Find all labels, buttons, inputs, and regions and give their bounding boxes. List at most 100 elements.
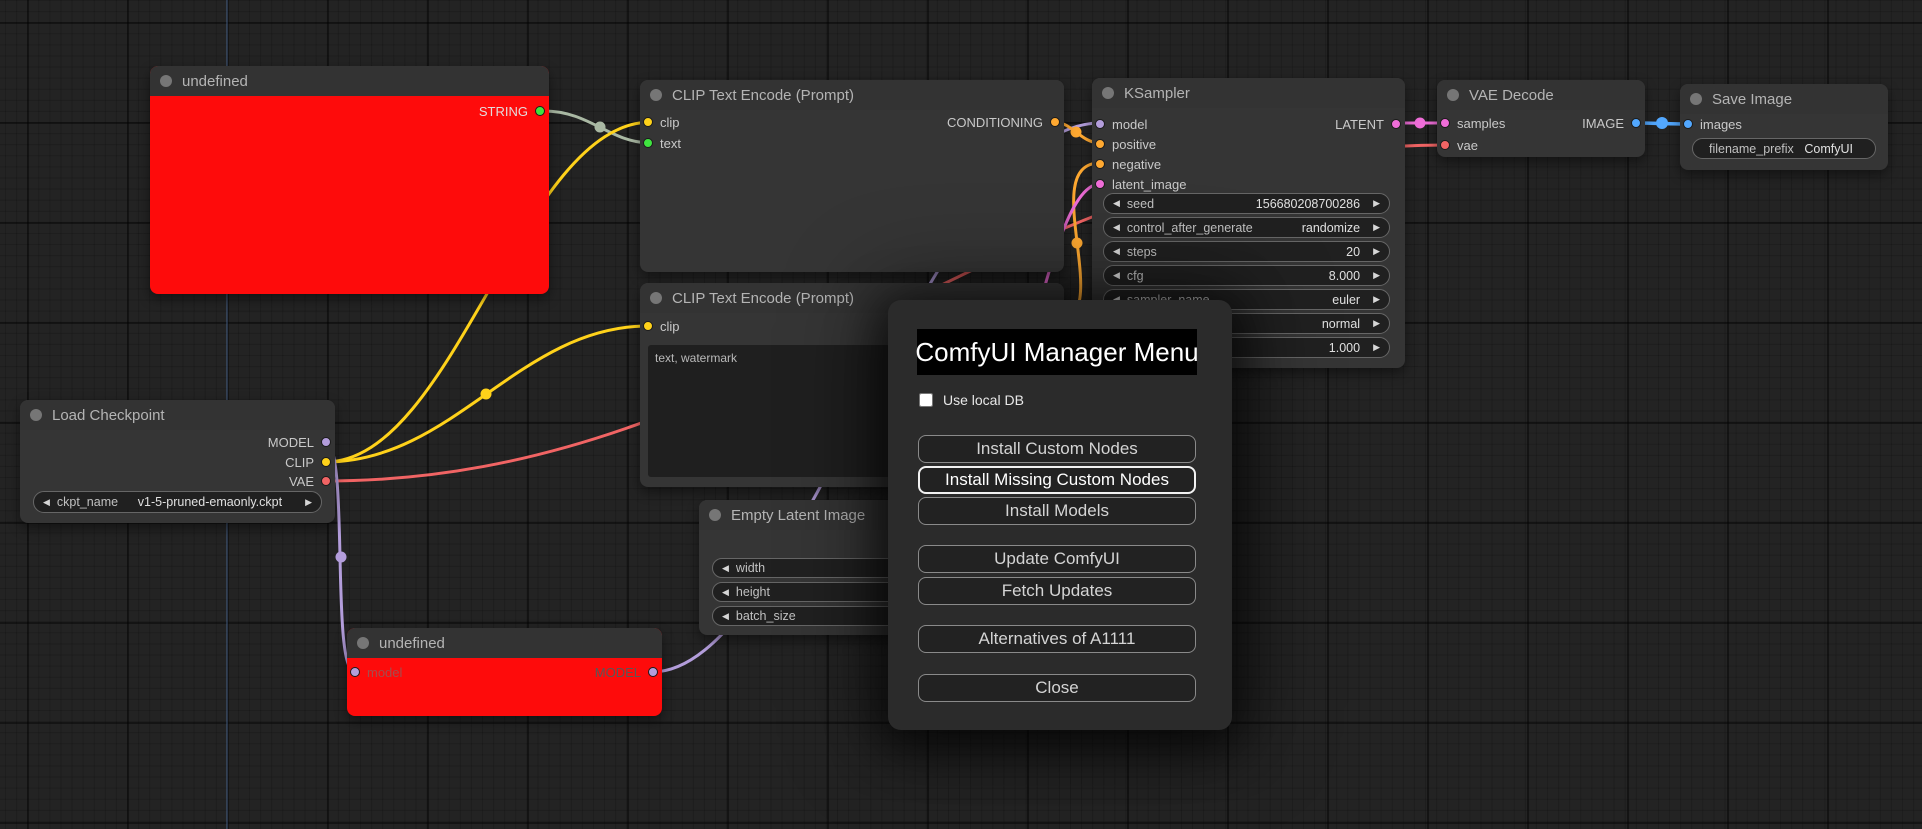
install-models-button[interactable]: Install Models bbox=[918, 497, 1196, 525]
update-comfyui-button[interactable]: Update ComfyUI bbox=[918, 545, 1196, 573]
port-vae-input[interactable]: vae bbox=[1440, 136, 1478, 154]
steps-widget[interactable]: ◀ steps 20 ▶ bbox=[1103, 241, 1390, 262]
node-title: VAE Decode bbox=[1469, 86, 1554, 104]
increment-icon[interactable]: ▶ bbox=[1373, 342, 1380, 352]
vae-port-dot[interactable] bbox=[321, 476, 331, 486]
decrement-icon[interactable]: ◀ bbox=[1113, 270, 1120, 280]
control-after-generate-widget[interactable]: ◀ control_after_generate randomize ▶ bbox=[1103, 217, 1390, 238]
decrement-icon[interactable]: ◀ bbox=[722, 610, 729, 621]
use-local-db-label: Use local DB bbox=[943, 392, 1024, 408]
port-label: model bbox=[367, 664, 403, 680]
increment-icon[interactable]: ▶ bbox=[1373, 294, 1380, 304]
node-titlebar[interactable]: undefined bbox=[150, 66, 549, 96]
port-model-output[interactable]: MODEL bbox=[595, 663, 658, 681]
node-titlebar[interactable]: undefined bbox=[347, 628, 662, 658]
fetch-updates-button[interactable]: Fetch Updates bbox=[918, 577, 1196, 605]
link-dot-clip bbox=[480, 388, 492, 400]
decrement-icon[interactable]: ◀ bbox=[1113, 198, 1120, 208]
port-clip-output[interactable]: CLIP bbox=[285, 453, 331, 471]
seed-widget[interactable]: ◀ seed 156680208700286 ▶ bbox=[1103, 193, 1390, 214]
decrement-icon[interactable]: ◀ bbox=[722, 586, 729, 597]
port-negative-input[interactable]: negative bbox=[1095, 155, 1161, 173]
latent-port-dot[interactable] bbox=[1440, 118, 1450, 128]
port-latent-image-input[interactable]: latent_image bbox=[1095, 175, 1186, 193]
use-local-db-row[interactable]: Use local DB bbox=[919, 392, 1024, 408]
port-model-output[interactable]: MODEL bbox=[268, 433, 331, 451]
port-positive-input[interactable]: positive bbox=[1095, 135, 1156, 153]
conditioning-port-dot[interactable] bbox=[1050, 117, 1060, 127]
width-widget[interactable]: ◀ width bbox=[712, 558, 936, 578]
port-label: vae bbox=[1457, 137, 1478, 153]
decrement-icon[interactable]: ◀ bbox=[722, 562, 729, 573]
batch-size-widget[interactable]: ◀ batch_size bbox=[712, 606, 936, 626]
widget-label: batch_size bbox=[735, 609, 796, 623]
conditioning-port-dot[interactable] bbox=[1095, 159, 1105, 169]
image-port-dot[interactable] bbox=[1631, 118, 1641, 128]
latent-port-dot[interactable] bbox=[1095, 179, 1105, 189]
link-dot-model bbox=[335, 551, 347, 563]
increment-icon[interactable]: ▶ bbox=[1373, 318, 1380, 328]
increment-icon[interactable]: ▶ bbox=[1373, 270, 1380, 280]
decrement-icon[interactable]: ◀ bbox=[1113, 222, 1120, 232]
port-clip-input[interactable]: clip bbox=[643, 317, 680, 335]
decrement-icon[interactable]: ◀ bbox=[43, 496, 50, 507]
widget-value: randomize bbox=[1301, 220, 1361, 235]
model-port-dot[interactable] bbox=[648, 667, 658, 677]
widget-value: ComfyUI bbox=[1804, 141, 1853, 156]
port-model-input[interactable]: model bbox=[350, 663, 402, 681]
text-port-dot[interactable] bbox=[643, 138, 653, 148]
string-port-dot[interactable] bbox=[535, 106, 545, 116]
filename-prefix-widget[interactable]: filename_prefix ComfyUI bbox=[1692, 138, 1876, 159]
widget-value: 156680208700286 bbox=[1255, 196, 1361, 211]
model-port-dot[interactable] bbox=[350, 667, 360, 677]
latent-port-dot[interactable] bbox=[1391, 119, 1401, 129]
decrement-icon[interactable]: ◀ bbox=[1113, 294, 1120, 304]
port-label: positive bbox=[1112, 136, 1157, 152]
port-image-output[interactable]: IMAGE bbox=[1582, 114, 1641, 132]
port-samples-input[interactable]: samples bbox=[1440, 114, 1505, 132]
clip-port-dot[interactable] bbox=[643, 321, 653, 331]
port-string-output[interactable]: STRING bbox=[479, 102, 545, 120]
increment-icon[interactable]: ▶ bbox=[305, 496, 312, 507]
install-custom-nodes-button[interactable]: Install Custom Nodes bbox=[918, 435, 1196, 463]
use-local-db-checkbox[interactable] bbox=[919, 393, 933, 407]
ckpt-name-widget[interactable]: ◀ ckpt_name v1-5-pruned-emaonly.ckpt ▶ bbox=[33, 491, 322, 513]
widget-value: 20 bbox=[1346, 244, 1361, 259]
node-titlebar[interactable]: KSampler bbox=[1092, 78, 1405, 108]
node-titlebar[interactable]: Load Checkpoint bbox=[20, 400, 335, 430]
increment-icon[interactable]: ▶ bbox=[1373, 246, 1380, 256]
clip-port-dot[interactable] bbox=[321, 457, 331, 467]
node-vae-decode: VAE Decode samples vae IMAGE bbox=[1437, 80, 1645, 157]
port-latent-output[interactable]: LATENT bbox=[1335, 115, 1401, 133]
port-conditioning-output[interactable]: CONDITIONING bbox=[947, 113, 1060, 131]
model-port-dot[interactable] bbox=[1095, 119, 1105, 129]
decrement-icon[interactable]: ◀ bbox=[1113, 246, 1120, 256]
close-button[interactable]: Close bbox=[918, 674, 1196, 702]
port-images-input[interactable]: images bbox=[1683, 115, 1742, 133]
vae-port-dot[interactable] bbox=[1440, 140, 1450, 150]
widget-value: 8.000 bbox=[1328, 268, 1361, 283]
alternatives-of-a1111-button[interactable]: Alternatives of A1111 bbox=[918, 625, 1196, 653]
image-port-dot[interactable] bbox=[1683, 119, 1693, 129]
node-status-dot bbox=[1102, 87, 1114, 99]
widget-label: steps bbox=[1126, 244, 1157, 259]
port-model-input[interactable]: model bbox=[1095, 115, 1147, 133]
node-title: undefined bbox=[379, 634, 445, 652]
node-titlebar[interactable]: Save Image bbox=[1680, 84, 1888, 114]
clip-port-dot[interactable] bbox=[643, 117, 653, 127]
port-label: clip bbox=[660, 114, 680, 130]
port-label: STRING bbox=[478, 103, 528, 119]
node-titlebar[interactable]: VAE Decode bbox=[1437, 80, 1645, 110]
conditioning-port-dot[interactable] bbox=[1095, 139, 1105, 149]
node-titlebar[interactable]: CLIP Text Encode (Prompt) bbox=[640, 80, 1064, 110]
port-label: LATENT bbox=[1335, 116, 1384, 132]
increment-icon[interactable]: ▶ bbox=[1373, 198, 1380, 208]
port-text-input[interactable]: text bbox=[643, 134, 681, 152]
increment-icon[interactable]: ▶ bbox=[1373, 222, 1380, 232]
model-port-dot[interactable] bbox=[321, 437, 331, 447]
install-missing-custom-nodes-button[interactable]: Install Missing Custom Nodes bbox=[918, 466, 1196, 494]
port-clip-input[interactable]: clip bbox=[643, 113, 680, 131]
port-vae-output[interactable]: VAE bbox=[289, 472, 331, 490]
cfg-widget[interactable]: ◀ cfg 8.000 ▶ bbox=[1103, 265, 1390, 286]
